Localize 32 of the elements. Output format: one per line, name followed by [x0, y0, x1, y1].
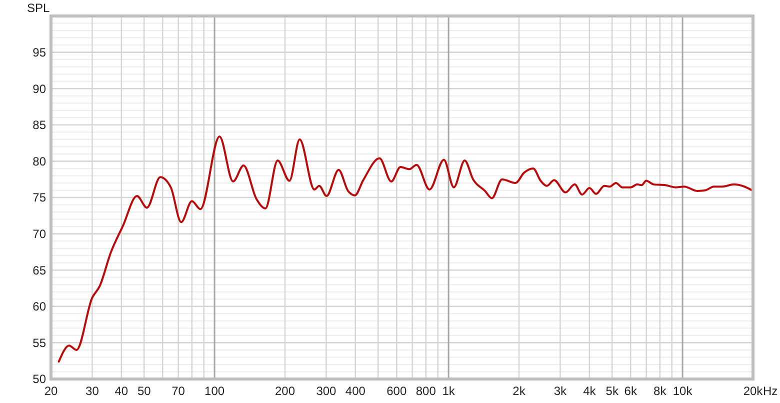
x-tick-label: 400 — [345, 384, 366, 398]
x-tick-label: 2k — [512, 384, 526, 398]
y-tick-label: 90 — [32, 82, 46, 96]
x-tick-label: 6k — [624, 384, 638, 398]
x-tick-label: 50 — [137, 384, 152, 398]
x-tick-label: 4k — [583, 384, 597, 398]
y-tick-label: 70 — [32, 227, 46, 241]
y-tick-label: 75 — [32, 190, 46, 205]
y-tick-label: 85 — [32, 118, 46, 132]
y-axis-title: SPL — [27, 1, 50, 15]
x-tick-label: 5k — [606, 384, 620, 398]
x-axis-title: Hz — [763, 384, 778, 398]
x-tick-label: 600 — [386, 384, 407, 398]
y-tick-label: 80 — [32, 154, 46, 168]
x-tick-label: 300 — [316, 384, 337, 398]
y-tick-label: 55 — [32, 336, 46, 350]
x-tick-label: 100 — [204, 384, 225, 398]
y-tick-label: 60 — [32, 300, 46, 314]
y-tick-label: 50 — [32, 372, 46, 386]
x-tick-label: 70 — [172, 384, 186, 398]
x-tick-label: 1k — [442, 384, 456, 398]
x-tick-label: 8k — [654, 384, 668, 398]
x-tick-label: 30 — [86, 384, 100, 398]
x-tick-label: 20 — [44, 384, 58, 398]
x-tick-label: 10k — [672, 384, 694, 398]
y-tick-label: 65 — [32, 263, 46, 278]
x-tick-label: 20k — [743, 384, 764, 398]
x-tick-label: 800 — [416, 384, 436, 398]
x-tick-label: 3k — [554, 384, 568, 398]
y-tick-label: 95 — [32, 46, 46, 60]
x-tick-label: 200 — [274, 384, 296, 398]
x-tick-label: 40 — [114, 384, 128, 398]
